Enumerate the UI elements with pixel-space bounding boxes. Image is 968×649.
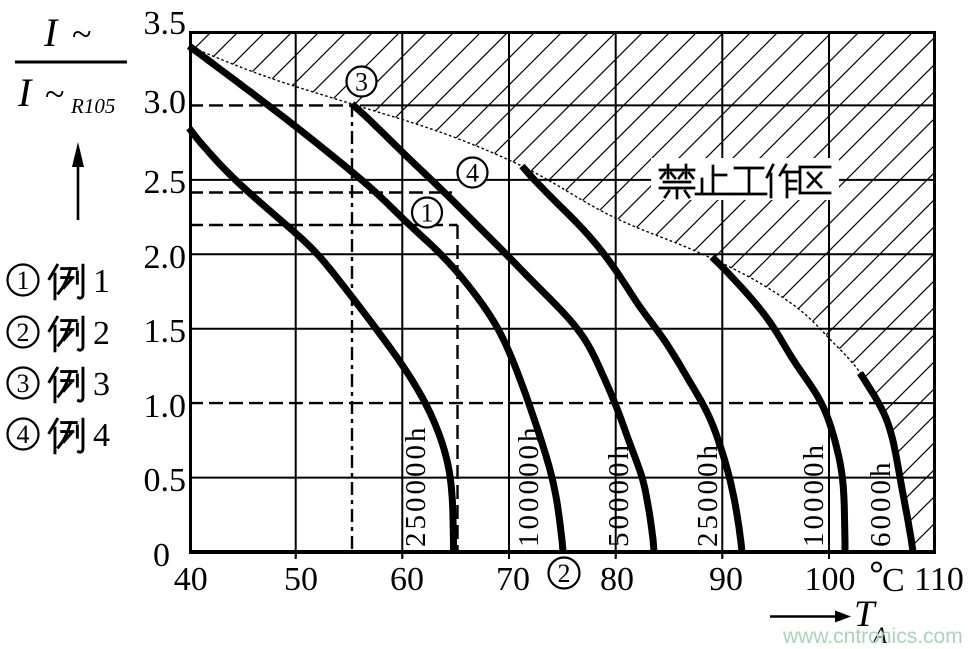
svg-text:www.cntronics.com: www.cntronics.com	[782, 625, 963, 648]
svg-text:4: 4	[93, 417, 110, 454]
svg-text:10000h: 10000h	[798, 442, 830, 547]
svg-text:6000h: 6000h	[865, 460, 897, 548]
svg-text:2: 2	[17, 318, 30, 347]
svg-text:25000h: 25000h	[692, 442, 724, 547]
svg-text:1.5: 1.5	[144, 313, 187, 350]
svg-text:80: 80	[600, 561, 634, 598]
svg-text:3.5: 3.5	[144, 5, 187, 42]
svg-text:110: 110	[914, 561, 964, 598]
svg-text:3: 3	[17, 369, 30, 398]
svg-text:2.0: 2.0	[144, 239, 187, 276]
svg-text:4: 4	[17, 420, 30, 449]
svg-text:2: 2	[558, 559, 571, 588]
svg-text:I: I	[17, 70, 33, 115]
svg-text:R105: R105	[70, 94, 115, 118]
svg-text:4: 4	[466, 158, 479, 187]
svg-text:A: A	[871, 623, 888, 648]
svg-text:60: 60	[390, 561, 424, 598]
svg-text:3: 3	[355, 67, 368, 96]
svg-text:2: 2	[93, 315, 110, 352]
svg-text:2.5: 2.5	[144, 164, 187, 201]
svg-text:I: I	[43, 10, 59, 55]
svg-text:50: 50	[284, 561, 318, 598]
svg-text:250000h: 250000h	[400, 425, 432, 548]
svg-text:100: 100	[805, 561, 856, 598]
svg-text:90: 90	[709, 561, 743, 598]
svg-text:1.0: 1.0	[144, 388, 187, 425]
svg-text:1: 1	[93, 263, 110, 300]
svg-text:~: ~	[45, 74, 64, 114]
svg-text:40: 40	[174, 561, 208, 598]
svg-text:100000h: 100000h	[513, 425, 545, 548]
svg-text:1: 1	[17, 266, 30, 295]
svg-text:3.0: 3.0	[144, 84, 187, 121]
svg-text:~: ~	[72, 14, 91, 54]
svg-text:0.5: 0.5	[144, 462, 187, 499]
svg-text:50000h: 50000h	[603, 442, 635, 547]
svg-text:T: T	[854, 594, 877, 635]
svg-text:70: 70	[496, 561, 530, 598]
svg-text:0: 0	[153, 537, 170, 574]
svg-text:C: C	[882, 562, 905, 599]
svg-text:3: 3	[93, 366, 110, 403]
svg-text:1: 1	[421, 198, 434, 227]
